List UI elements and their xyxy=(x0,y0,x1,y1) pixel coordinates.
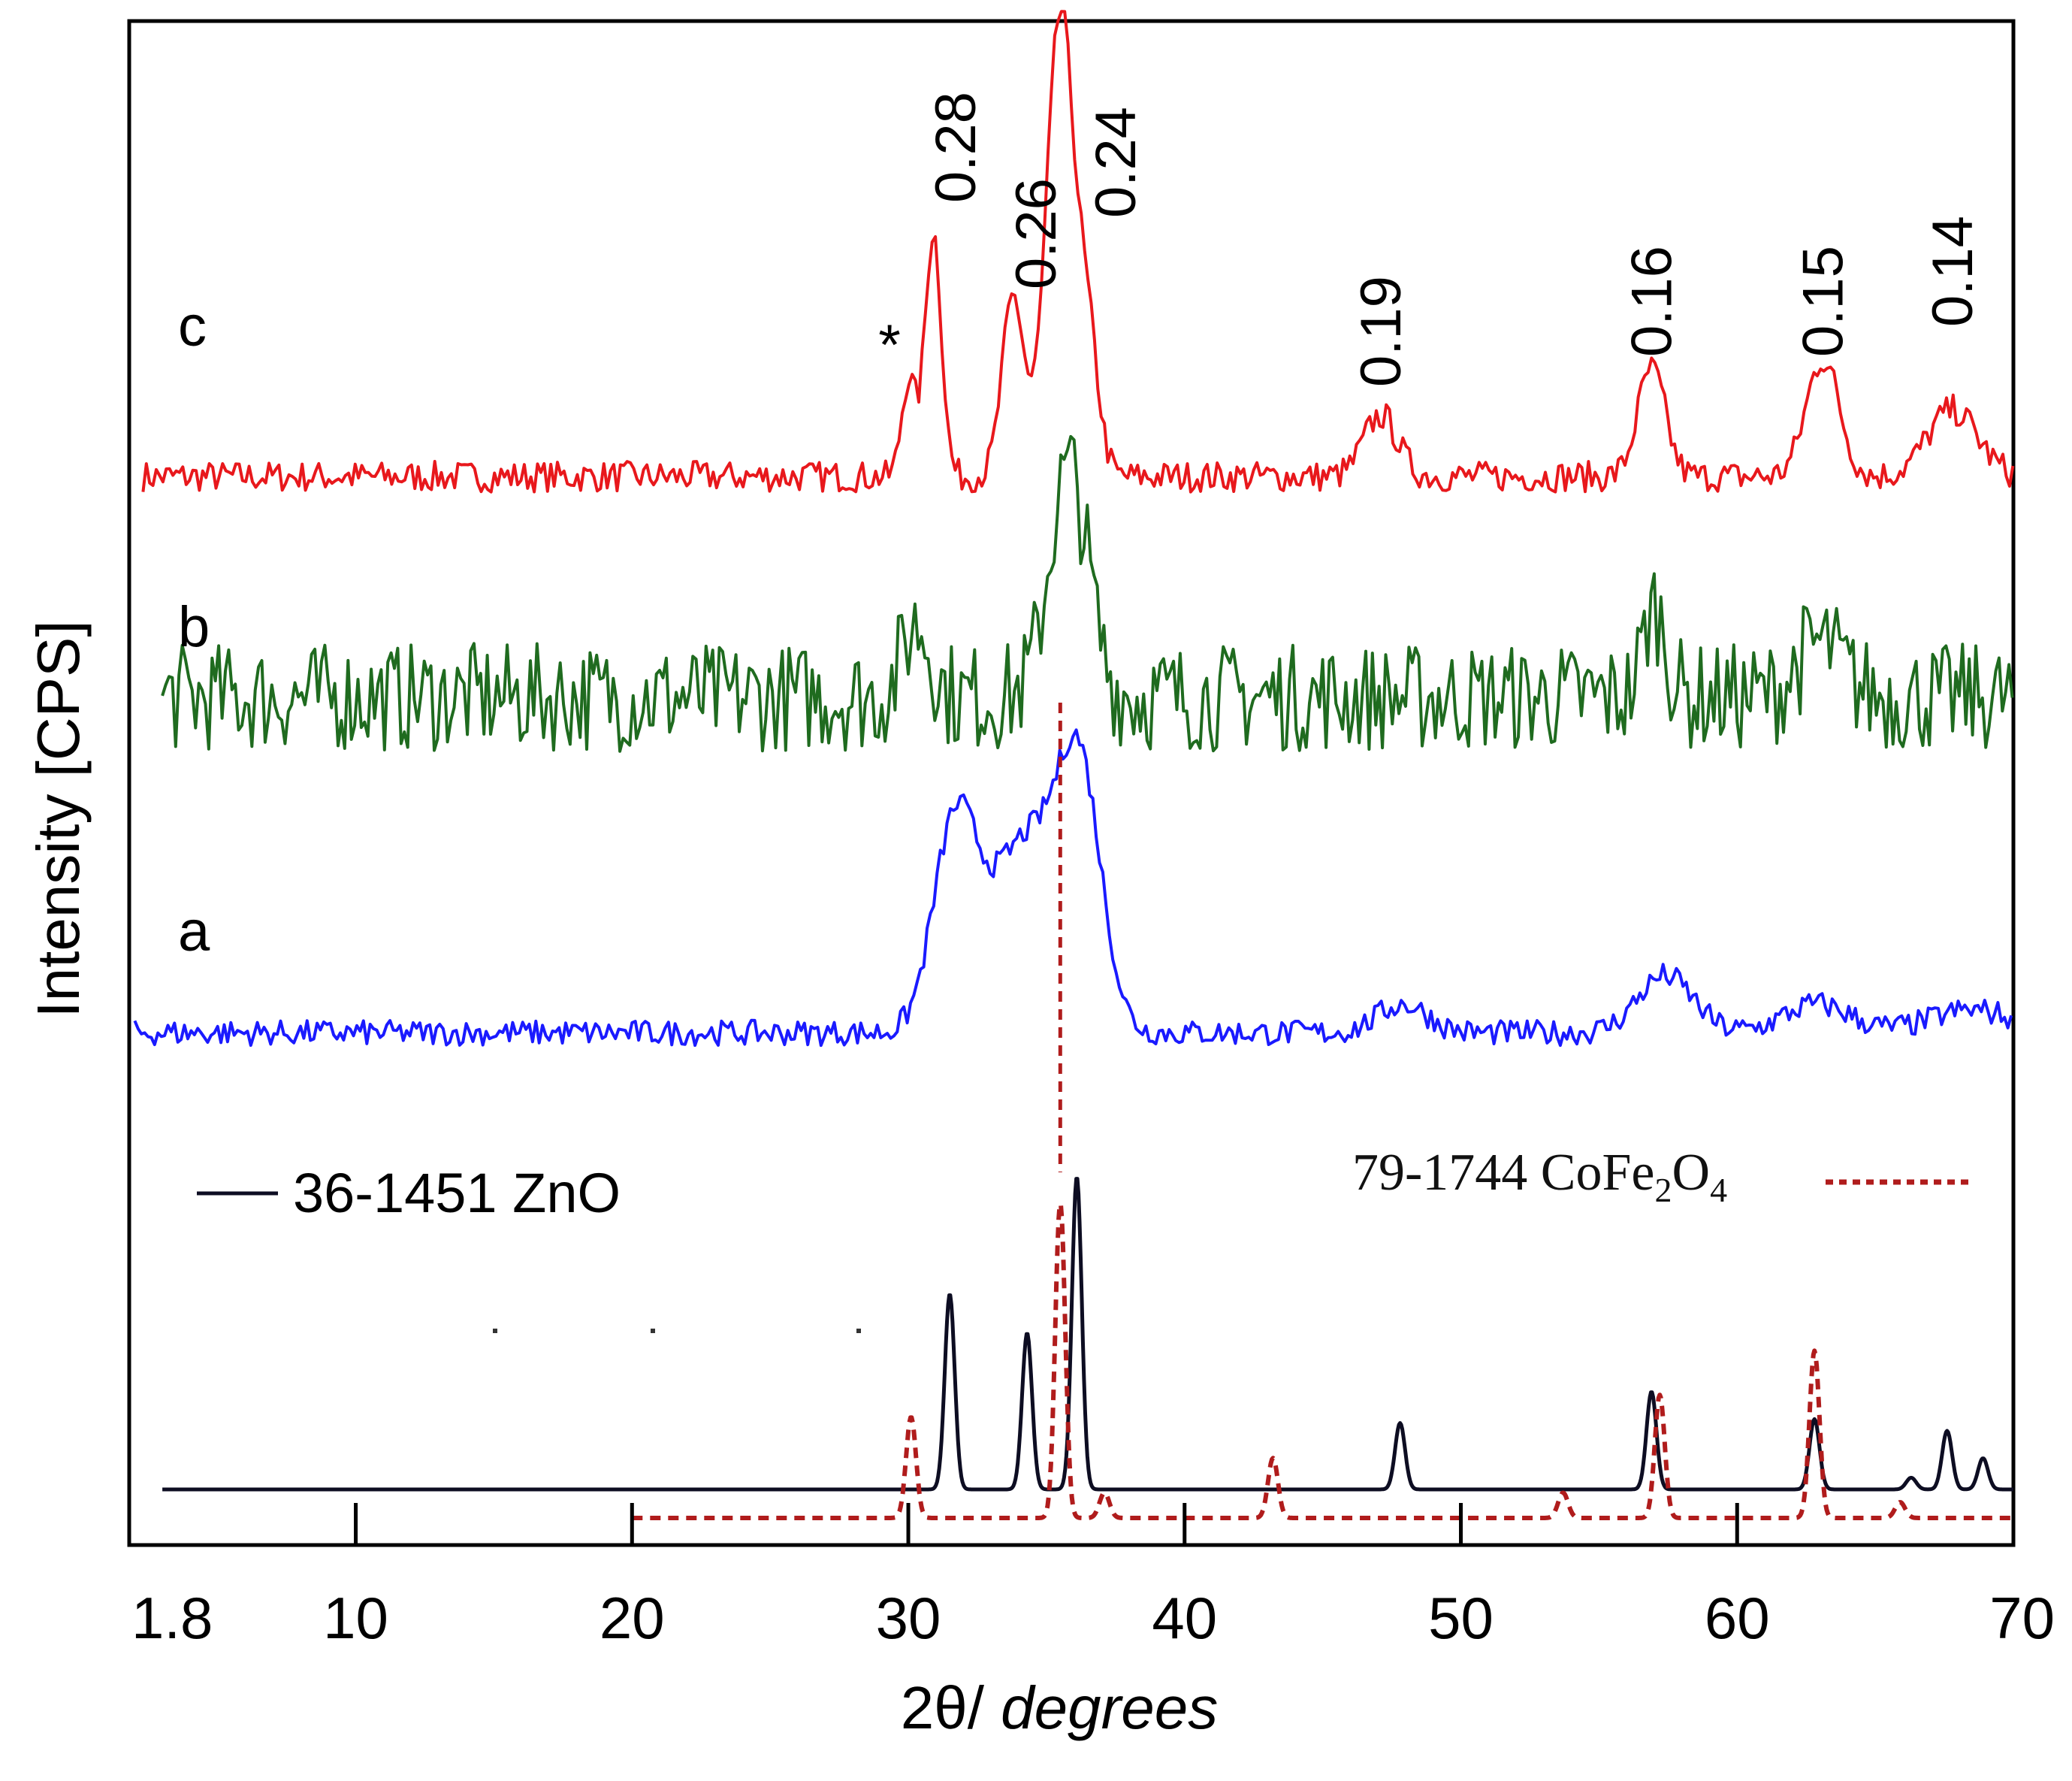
reference-pattern-79-1744-cofe2o4 xyxy=(630,1202,2015,1520)
series-line-b xyxy=(161,434,2014,753)
x-axis-title: 2θ/ degrees xyxy=(901,1674,1219,1741)
x-tick-label: 40 xyxy=(1152,1585,1217,1651)
d-spacing-label: 0.24 xyxy=(1084,107,1148,218)
legend-cofe-mid: O xyxy=(1672,1144,1711,1202)
x-tick-label: 1.8 xyxy=(131,1585,213,1651)
x-tick-label: 20 xyxy=(600,1585,665,1651)
x-tick-label: 30 xyxy=(876,1585,941,1651)
d-spacing-label: 0.26 xyxy=(1004,178,1068,289)
d-spacing-label: 0.15 xyxy=(1791,246,1855,357)
legend-cofe-label: 79-1744 CoFe2O4 xyxy=(1352,1144,1727,1209)
x-tick-label: 10 xyxy=(323,1585,388,1651)
d-spacing-label: 0.28 xyxy=(924,92,988,203)
legend-cofe-sub2: 4 xyxy=(1710,1171,1727,1209)
series-line-c xyxy=(141,10,2015,494)
d-spacing-label: 0.19 xyxy=(1349,276,1413,387)
stray-dot xyxy=(856,1329,861,1333)
series-layer xyxy=(133,10,2015,1520)
reference-pattern-36-1451-zno xyxy=(162,1177,2014,1492)
plot-frame xyxy=(127,19,2016,1547)
x-tick-label: 60 xyxy=(1705,1585,1770,1651)
x-axis-title-prefix: 2θ/ xyxy=(901,1674,1001,1741)
y-axis-title: Intensity [CPS] xyxy=(25,620,92,1017)
stray-dot xyxy=(493,1329,497,1333)
x-tick-label: 70 xyxy=(1989,1585,2055,1651)
x-axis-ticks: 1.8 10 20 30 40 50 60 70 xyxy=(131,1503,2055,1651)
legend: 36-1451 ZnO 79-1744 CoFe2O4 xyxy=(197,1144,1968,1224)
asterisk-marker: * xyxy=(878,313,901,377)
d-spacing-label: 0.14 xyxy=(1921,216,1985,327)
legend-zno-label: 36-1451 ZnO xyxy=(293,1162,621,1224)
panel-label-a: a xyxy=(178,900,210,963)
series-line-a xyxy=(133,728,2013,1048)
legend-cofe-prefix: 79-1744 CoFe xyxy=(1352,1144,1655,1202)
x-axis-title-unit: degrees xyxy=(1001,1674,1218,1741)
stray-dot xyxy=(651,1329,655,1333)
legend-cofe-sub1: 2 xyxy=(1655,1171,1672,1209)
d-spacing-labels: 0.280.260.24 0.19 0.16 0.15 0.14 xyxy=(924,92,1985,387)
panel-label-c: c xyxy=(178,295,207,358)
d-spacing-label: 0.16 xyxy=(1620,246,1684,357)
x-tick-label: 50 xyxy=(1428,1585,1494,1651)
panel-label-b: b xyxy=(178,595,210,659)
